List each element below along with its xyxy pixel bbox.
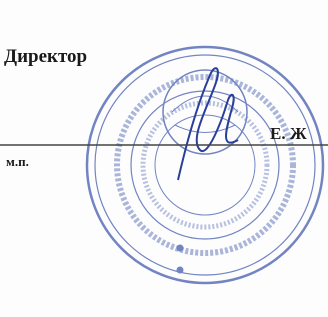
position-label: Директор xyxy=(4,46,87,67)
seal-mark: м.п. xyxy=(6,154,29,169)
stamp-star xyxy=(177,245,183,251)
stamp-star xyxy=(177,267,183,273)
document-scan: Директор Е. Ж м.п. xyxy=(0,0,328,317)
page: Директор Е. Ж м.п. (() => { const data =… xyxy=(0,0,328,317)
signer-name: Е. Ж xyxy=(270,124,307,143)
